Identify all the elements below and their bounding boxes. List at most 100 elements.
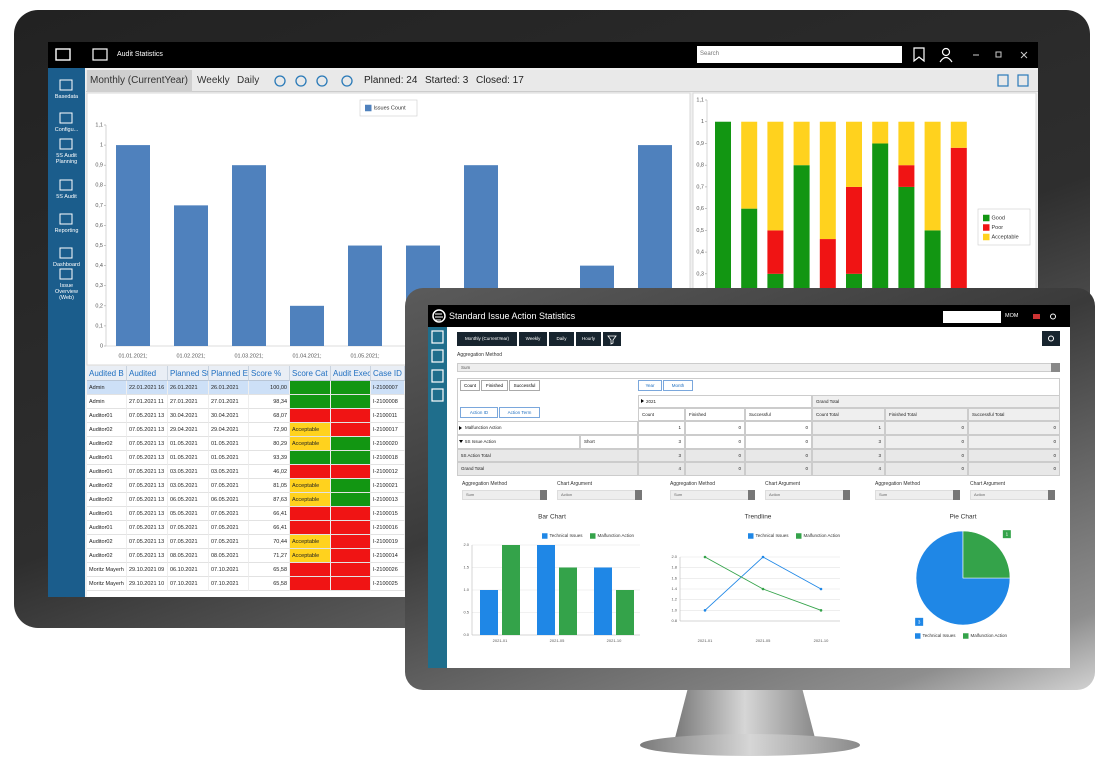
table-cell[interactable]: 07.05.2021 13 [127, 423, 168, 437]
table-cell[interactable]: 65,58 [249, 577, 290, 591]
table-cell[interactable]: 66,41 [249, 521, 290, 535]
user-menu[interactable]: MOM [1005, 313, 1019, 319]
table-cell[interactable]: 07.05.2021 [168, 521, 209, 535]
period-button[interactable]: Weekly [197, 75, 230, 86]
table-cell[interactable]: 03.05.2021 [168, 465, 209, 479]
table-cell[interactable]: 07.05.2021 [209, 521, 249, 535]
table-cell[interactable]: I-2100019 [371, 535, 405, 549]
table-cell[interactable]: 68,07 [249, 409, 290, 423]
table-cell[interactable]: I-2100008 [371, 395, 405, 409]
table-cell[interactable]: Admin [87, 381, 127, 395]
table-cell[interactable]: 100,00 [249, 381, 290, 395]
table-cell[interactable] [290, 507, 331, 521]
table-cell[interactable]: 07.05.2021 13 [127, 437, 168, 451]
table-cell[interactable]: 81,05 [249, 479, 290, 493]
table-cell[interactable]: 07.05.2021 [209, 535, 249, 549]
table-cell[interactable]: 01.05.2021 [168, 437, 209, 451]
table-cell[interactable] [290, 577, 331, 591]
table-cell[interactable] [331, 549, 371, 563]
table-cell[interactable]: 07.05.2021 [209, 507, 249, 521]
table-cell[interactable]: I-2100021 [371, 479, 405, 493]
table-cell[interactable]: 07.05.2021 13 [127, 493, 168, 507]
table-cell[interactable] [331, 381, 371, 395]
column-header[interactable]: Score % [249, 366, 290, 381]
column-header[interactable]: Audit Exec [331, 366, 371, 381]
nav-item[interactable]: Issue Overview (Web) [55, 283, 78, 301]
table-cell[interactable]: 29.04.2021 [168, 423, 209, 437]
table-cell[interactable]: Auditor01 [87, 465, 127, 479]
filter-button[interactable] [603, 332, 621, 346]
table-cell[interactable]: Auditor02 [87, 535, 127, 549]
select[interactable]: Sum [670, 490, 755, 500]
table-cell[interactable]: 27.01.2021 11 [127, 395, 168, 409]
table-cell[interactable]: Auditor02 [87, 549, 127, 563]
table-cell[interactable]: Auditor02 [87, 423, 127, 437]
table-cell[interactable]: 29.10.2021 10 [127, 577, 168, 591]
settings-button[interactable] [1042, 331, 1060, 346]
table-cell[interactable]: 01.05.2021 [209, 451, 249, 465]
table-cell[interactable]: 08.05.2021 [209, 549, 249, 563]
nav-item[interactable]: Dashboard [53, 262, 80, 268]
table-cell[interactable] [331, 493, 371, 507]
table-cell[interactable]: 71,27 [249, 549, 290, 563]
table-cell[interactable]: I-2100007 [371, 381, 405, 395]
table-cell[interactable]: I-2100013 [371, 493, 405, 507]
table-cell[interactable]: 07.10.2021 [209, 563, 249, 577]
table-cell[interactable]: 46,02 [249, 465, 290, 479]
table-cell[interactable]: 30.04.2021 [168, 409, 209, 423]
table-cell[interactable] [331, 521, 371, 535]
column-header[interactable]: Audited B [87, 366, 127, 381]
table-cell[interactable]: 07.10.2021 [168, 577, 209, 591]
period-button[interactable]: Weekly [519, 332, 547, 346]
table-cell[interactable]: I-2100018 [371, 451, 405, 465]
table-cell[interactable] [331, 409, 371, 423]
field-button[interactable]: Action ID [460, 407, 498, 418]
table-cell[interactable]: I-2100025 [371, 577, 405, 591]
table-cell[interactable]: Auditor02 [87, 437, 127, 451]
table-cell[interactable]: I-2100016 [371, 521, 405, 535]
table-cell[interactable]: 65,58 [249, 563, 290, 577]
select[interactable]: Sum [875, 490, 960, 500]
table-cell[interactable]: Auditor01 [87, 507, 127, 521]
table-cell[interactable]: 05.05.2021 [168, 507, 209, 521]
table-cell[interactable]: 72,90 [249, 423, 290, 437]
table-cell[interactable] [331, 395, 371, 409]
table-cell[interactable]: Auditor01 [87, 451, 127, 465]
field-button[interactable]: Action Term [499, 407, 540, 418]
table-cell[interactable]: 70,44 [249, 535, 290, 549]
period-button[interactable]: Daily [237, 75, 260, 86]
table-cell[interactable]: 07.05.2021 13 [127, 507, 168, 521]
table-cell[interactable] [331, 465, 371, 479]
table-cell[interactable]: 26.01.2021 [209, 381, 249, 395]
table-cell[interactable]: Acceptable [290, 479, 331, 493]
column-header[interactable]: Planned St [168, 366, 209, 381]
table-cell[interactable]: 98,34 [249, 395, 290, 409]
column-header[interactable]: Audited [127, 366, 168, 381]
table-cell[interactable]: Auditor02 [87, 479, 127, 493]
table-cell[interactable]: 06.05.2021 [168, 493, 209, 507]
column-header[interactable]: Planned E [209, 366, 249, 381]
table-cell[interactable]: 87,63 [249, 493, 290, 507]
table-cell[interactable] [331, 507, 371, 521]
table-cell[interactable]: I-2100011 [371, 409, 405, 423]
table-cell[interactable]: 07.05.2021 13 [127, 465, 168, 479]
column-header[interactable]: Case ID [371, 366, 405, 381]
table-cell[interactable] [331, 423, 371, 437]
table-cell[interactable] [290, 465, 331, 479]
select[interactable]: Action [765, 490, 850, 500]
table-cell[interactable]: Acceptable [290, 493, 331, 507]
field-button[interactable]: Month [663, 380, 693, 391]
table-cell[interactable]: 06.05.2021 [209, 493, 249, 507]
table-cell[interactable] [290, 521, 331, 535]
table-cell[interactable]: 01.05.2021 [168, 451, 209, 465]
period-button[interactable]: Daily [549, 332, 574, 346]
field-button[interactable]: Finished [481, 380, 508, 391]
table-cell[interactable]: 07.05.2021 [168, 535, 209, 549]
table-cell[interactable]: I-2100017 [371, 423, 405, 437]
table-cell[interactable]: Acceptable [290, 535, 331, 549]
column-header[interactable]: Score Cat [290, 366, 331, 381]
table-cell[interactable] [290, 563, 331, 577]
table-cell[interactable] [331, 577, 371, 591]
table-cell[interactable]: 03.05.2021 [168, 479, 209, 493]
table-cell[interactable]: Acceptable [290, 423, 331, 437]
